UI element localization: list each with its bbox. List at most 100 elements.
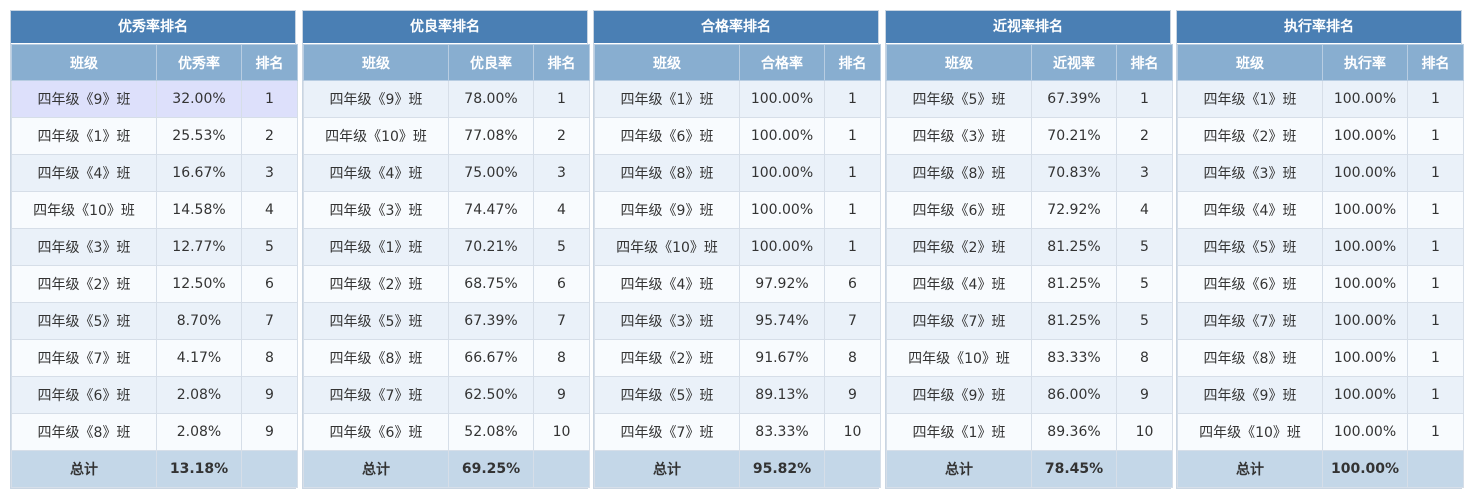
table-row[interactable]: 四年级《10》班 77.08% 2 — [303, 117, 590, 155]
table-row[interactable]: 四年级《5》班 89.13% 9 — [594, 376, 881, 414]
table-row[interactable]: 四年级《7》班 83.33% 10 — [594, 413, 881, 451]
table-row[interactable]: 四年级《6》班 72.92% 4 — [886, 191, 1173, 229]
rank-cell: 9 — [533, 376, 590, 414]
rate-cell: 77.08% — [448, 117, 534, 155]
rank-cell: 1 — [533, 80, 590, 118]
column-header-rank[interactable]: 排名 — [1407, 44, 1464, 81]
rate-cell: 52.08% — [448, 413, 534, 451]
table-row[interactable]: 四年级《6》班 100.00% 1 — [594, 117, 881, 155]
table-row[interactable]: 四年级《7》班 4.17% 8 — [11, 339, 298, 377]
column-header-class[interactable]: 班级 — [886, 44, 1032, 81]
table-row[interactable]: 四年级《8》班 2.08% 9 — [11, 413, 298, 451]
table-row[interactable]: 四年级《5》班 8.70% 7 — [11, 302, 298, 340]
table-row[interactable]: 四年级《10》班 14.58% 4 — [11, 191, 298, 229]
table-row[interactable]: 四年级《2》班 91.67% 8 — [594, 339, 881, 377]
rank-cell: 10 — [1116, 413, 1173, 451]
class-cell: 四年级《9》班 — [303, 80, 449, 118]
myopia-rate-table: 班级 近视率 排名 四年级《5》班 67.39% 1 四年级《3》班 70.21% 2 四年级《8… — [886, 44, 1173, 488]
table-row[interactable]: 四年级《4》班 75.00% 3 — [303, 154, 590, 192]
table-row[interactable]: 四年级《9》班 100.00% 1 — [594, 191, 881, 229]
column-header-rate[interactable]: 执行率 — [1322, 44, 1408, 81]
column-header-rate[interactable]: 优秀率 — [156, 44, 242, 81]
table-row[interactable]: 四年级《4》班 16.67% 3 — [11, 154, 298, 192]
table-row[interactable]: 四年级《9》班 86.00% 9 — [886, 376, 1173, 414]
table-row[interactable]: 四年级《9》班 78.00% 1 — [303, 80, 590, 118]
header-row: 班级 合格率 排名 — [594, 44, 881, 81]
column-header-class[interactable]: 班级 — [594, 44, 740, 81]
table-row[interactable]: 四年级《3》班 70.21% 2 — [886, 117, 1173, 155]
total-value: 13.18% — [156, 450, 242, 488]
table-row[interactable]: 四年级《4》班 100.00% 1 — [1177, 191, 1464, 229]
header-row: 班级 执行率 排名 — [1177, 44, 1464, 81]
column-header-rate[interactable]: 近视率 — [1031, 44, 1117, 81]
rank-cell: 5 — [1116, 302, 1173, 340]
table-row[interactable]: 四年级《10》班 100.00% 1 — [1177, 413, 1464, 451]
rate-cell: 4.17% — [156, 339, 242, 377]
total-row: 总计 100.00% — [1177, 450, 1464, 488]
table-row[interactable]: 四年级《2》班 68.75% 6 — [303, 265, 590, 303]
table-row[interactable]: 四年级《5》班 67.39% 7 — [303, 302, 590, 340]
column-header-rate[interactable]: 合格率 — [739, 44, 825, 81]
rate-cell: 100.00% — [1322, 413, 1408, 451]
table-row[interactable]: 四年级《1》班 100.00% 1 — [1177, 80, 1464, 118]
table-row[interactable]: 四年级《2》班 100.00% 1 — [1177, 117, 1464, 155]
table-row[interactable]: 四年级《5》班 67.39% 1 — [886, 80, 1173, 118]
class-cell: 四年级《9》班 — [886, 376, 1032, 414]
table-row[interactable]: 四年级《8》班 100.00% 1 — [594, 154, 881, 192]
table-row[interactable]: 四年级《5》班 100.00% 1 — [1177, 228, 1464, 266]
rank-cell: 1 — [1407, 80, 1464, 118]
column-header-rank[interactable]: 排名 — [824, 44, 881, 81]
table-row[interactable]: 四年级《10》班 100.00% 1 — [594, 228, 881, 266]
rate-cell: 100.00% — [739, 117, 825, 155]
table-row[interactable]: 四年级《7》班 62.50% 9 — [303, 376, 590, 414]
table-row[interactable]: 四年级《3》班 100.00% 1 — [1177, 154, 1464, 192]
class-cell: 四年级《2》班 — [303, 265, 449, 303]
table-row[interactable]: 四年级《9》班 100.00% 1 — [1177, 376, 1464, 414]
column-header-class[interactable]: 班级 — [1177, 44, 1323, 81]
rate-cell: 91.67% — [739, 339, 825, 377]
class-cell: 四年级《5》班 — [886, 80, 1032, 118]
class-cell: 四年级《2》班 — [11, 265, 157, 303]
table-row[interactable]: 四年级《6》班 52.08% 10 — [303, 413, 590, 451]
panel-title: 优良率排名 — [303, 11, 587, 44]
rank-cell: 1 — [824, 80, 881, 118]
table-row[interactable]: 四年级《1》班 100.00% 1 — [594, 80, 881, 118]
table-row[interactable]: 四年级《3》班 12.77% 5 — [11, 228, 298, 266]
column-header-rate[interactable]: 优良率 — [448, 44, 534, 81]
column-header-rank[interactable]: 排名 — [241, 44, 298, 81]
table-row[interactable]: 四年级《1》班 25.53% 2 — [11, 117, 298, 155]
class-cell: 四年级《8》班 — [886, 154, 1032, 192]
table-row[interactable]: 四年级《1》班 89.36% 10 — [886, 413, 1173, 451]
rank-cell: 8 — [533, 339, 590, 377]
class-cell: 四年级《5》班 — [303, 302, 449, 340]
table-row[interactable]: 四年级《2》班 81.25% 5 — [886, 228, 1173, 266]
total-rank-empty — [1116, 450, 1173, 488]
column-header-rank[interactable]: 排名 — [1116, 44, 1173, 81]
column-header-rank[interactable]: 排名 — [533, 44, 590, 81]
rate-cell: 83.33% — [1031, 339, 1117, 377]
column-header-class[interactable]: 班级 — [303, 44, 449, 81]
table-row[interactable]: 四年级《4》班 97.92% 6 — [594, 265, 881, 303]
total-label: 总计 — [1177, 450, 1323, 488]
table-row[interactable]: 四年级《3》班 95.74% 7 — [594, 302, 881, 340]
rate-cell: 68.75% — [448, 265, 534, 303]
table-row[interactable]: 四年级《3》班 74.47% 4 — [303, 191, 590, 229]
table-row[interactable]: 四年级《8》班 66.67% 8 — [303, 339, 590, 377]
total-label: 总计 — [886, 450, 1032, 488]
table-row[interactable]: 四年级《2》班 12.50% 6 — [11, 265, 298, 303]
table-row[interactable]: 四年级《8》班 70.83% 3 — [886, 154, 1173, 192]
table-row[interactable]: 四年级《10》班 83.33% 8 — [886, 339, 1173, 377]
rank-cell: 6 — [533, 265, 590, 303]
table-row[interactable]: 四年级《7》班 100.00% 1 — [1177, 302, 1464, 340]
column-header-class[interactable]: 班级 — [11, 44, 157, 81]
table-row[interactable]: 四年级《1》班 70.21% 5 — [303, 228, 590, 266]
rate-cell: 100.00% — [1322, 117, 1408, 155]
table-row[interactable]: 四年级《7》班 81.25% 5 — [886, 302, 1173, 340]
table-row[interactable]: 四年级《6》班 2.08% 9 — [11, 376, 298, 414]
table-row[interactable]: 四年级《4》班 81.25% 5 — [886, 265, 1173, 303]
table-row[interactable]: 四年级《9》班 32.00% 1 — [11, 80, 298, 118]
table-row[interactable]: 四年级《8》班 100.00% 1 — [1177, 339, 1464, 377]
rate-cell: 8.70% — [156, 302, 242, 340]
table-row[interactable]: 四年级《6》班 100.00% 1 — [1177, 265, 1464, 303]
rank-cell: 5 — [1116, 228, 1173, 266]
